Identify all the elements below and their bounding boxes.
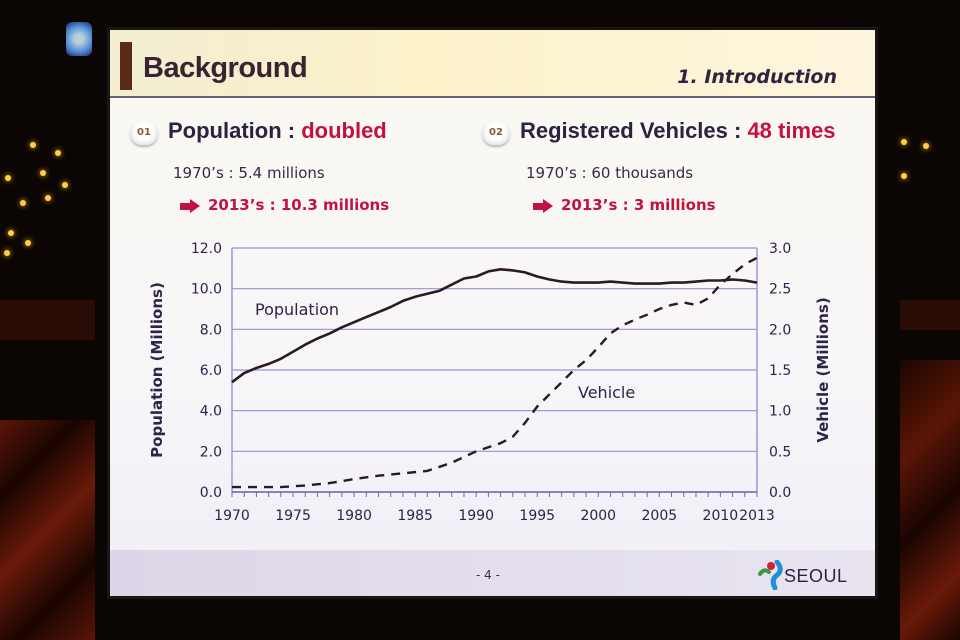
right-axis-title: Vehicle (Millions) <box>814 297 832 442</box>
y-tick-label: 4.0 <box>200 404 222 420</box>
x-tick-label: 2013 <box>739 508 775 524</box>
presentation-slide: Background 1. Introduction 01 Population… <box>110 30 875 596</box>
population-1970: 1970’s : 5.4 millions <box>173 164 325 182</box>
population-series-line <box>231 268 758 384</box>
vehicle-series-line <box>232 256 758 489</box>
population-vehicle-chart: 0.0 2.0 4.0 6.0 8.0 10.0 12.0 0.0 0.5 1.0 1.5 2.0 2… <box>148 241 832 524</box>
arrow-right-icon <box>533 198 553 213</box>
y2-tick-label: 1.5 <box>769 363 791 379</box>
section-label: 1. Introduction <box>677 66 837 88</box>
y-tick-label: 10.0 <box>191 282 222 298</box>
x-tick-label: 1990 <box>458 508 494 524</box>
axes <box>231 248 758 497</box>
stage-light <box>66 22 92 56</box>
badge-01: 01 <box>130 121 158 145</box>
y2-tick-label: 2.5 <box>769 282 791 298</box>
x-tick-label: 1980 <box>336 508 372 524</box>
seoul-logo-icon <box>758 559 783 591</box>
point-heading-vehicles: Registered Vehicles : 48 times <box>520 118 836 144</box>
y-tick-label: 6.0 <box>200 363 222 379</box>
heading-text: Population : <box>168 118 302 143</box>
x-tick-label: 1970 <box>214 508 250 524</box>
x-tick-label: 2010 <box>703 508 739 524</box>
x-tick-label: 2005 <box>642 508 678 524</box>
x-axis-ticks: 1970 1975 1980 1985 1990 1995 2000 2005 2010 2013 <box>214 508 775 524</box>
stage-panel-left <box>0 300 95 340</box>
left-axis-title: Population (Millions) <box>148 282 166 458</box>
stage-lights-left <box>0 140 90 280</box>
vehicle-series-label: Vehicle <box>578 383 635 402</box>
vehicles-2013-text: 2013’s : 3 millions <box>561 196 716 214</box>
heading-highlight: 48 times <box>747 118 836 143</box>
logo-text: SEOUL <box>784 566 848 586</box>
vehicles-1970: 1970’s : 60 thousands <box>526 164 694 182</box>
stage-lights-right <box>895 135 955 195</box>
stage-panel-right <box>900 300 960 330</box>
heading-text: Registered Vehicles : <box>520 118 748 143</box>
population-series-label: Population <box>255 300 339 319</box>
y2-tick-label: 1.0 <box>769 404 791 420</box>
point-heading-population: Population : doubled <box>168 118 387 144</box>
grid-lines <box>232 247 757 493</box>
vehicles-2013: 2013’s : 3 millions <box>533 196 716 214</box>
y-tick-label: 0.0 <box>200 485 222 501</box>
seoul-logo: SEOUL <box>758 559 853 591</box>
left-axis-ticks: 0.0 2.0 4.0 6.0 8.0 10.0 12.0 <box>191 241 222 501</box>
y-tick-label: 2.0 <box>200 444 222 460</box>
right-axis-ticks: 0.0 0.5 1.0 1.5 2.0 2.5 3.0 <box>769 241 791 501</box>
y2-tick-label: 2.0 <box>769 322 791 338</box>
y2-tick-label: 0.5 <box>769 444 791 460</box>
slide-title: Background <box>143 52 308 84</box>
population-2013-text: 2013’s : 10.3 millions <box>208 196 390 214</box>
y2-tick-label: 3.0 <box>769 241 791 257</box>
stage-floor-left <box>0 420 95 640</box>
slide-footer: - 4 - SEOUL <box>110 550 875 596</box>
x-tick-label: 1985 <box>397 508 433 524</box>
x-tick-label: 1975 <box>275 508 311 524</box>
x-tick-label: 1995 <box>519 508 555 524</box>
badge-02: 02 <box>482 121 510 145</box>
heading-highlight: doubled <box>301 118 387 143</box>
y-tick-label: 12.0 <box>191 241 222 257</box>
stage-floor-right <box>900 360 960 640</box>
population-2013: 2013’s : 10.3 millions <box>180 196 389 214</box>
x-tick-label: 2000 <box>580 508 616 524</box>
y2-tick-label: 0.0 <box>769 485 791 501</box>
title-bar: Background 1. Introduction <box>110 30 875 98</box>
title-accent-bar <box>120 42 132 90</box>
y-tick-label: 8.0 <box>200 322 222 338</box>
page-number: - 4 - <box>476 568 500 582</box>
arrow-right-icon <box>180 198 200 213</box>
